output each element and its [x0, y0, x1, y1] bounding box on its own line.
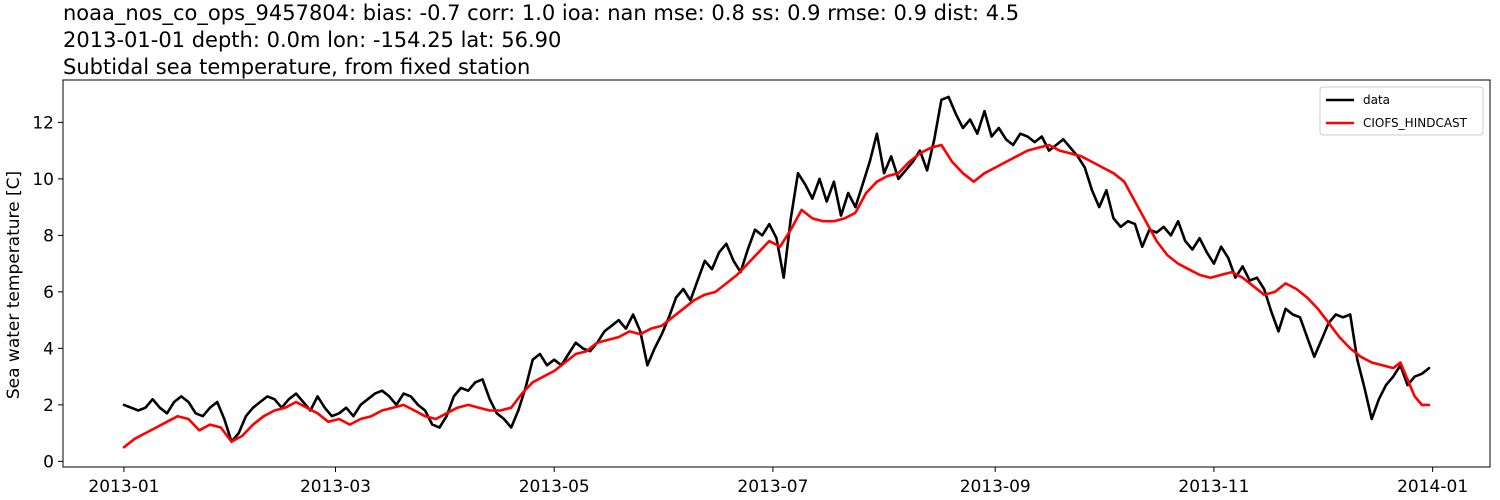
legend-label-data: data	[1363, 93, 1390, 107]
legend-label-CIOFS_HINDCAST: CIOFS_HINDCAST	[1363, 116, 1468, 130]
x-tick-label: 2013-05	[519, 477, 590, 497]
y-tick-label: 10	[32, 170, 54, 190]
x-tick-label: 2013-01	[88, 477, 159, 497]
x-tick-label: 2013-03	[300, 477, 371, 497]
x-tick-label: 2013-11	[1178, 477, 1249, 497]
y-axis-label: Sea water temperature [C]	[4, 171, 24, 399]
legend-box	[1319, 86, 1484, 136]
y-tick-label: 4	[43, 339, 54, 359]
series-line-CIOFS_HINDCAST	[122, 143, 1431, 449]
plot-area: 2013-01 2013-03 2013-05 2013-07 2013-09 2013-…	[32, 79, 1491, 497]
chart-title: noaa_nos_co_ops_9457804: bias: -0.7 corr…	[63, 1, 1020, 25]
x-tick-label: 2013-07	[737, 477, 808, 497]
axes-frame	[62, 79, 1491, 468]
x-tick-label: 2014-01	[1397, 477, 1468, 497]
y-tick-label: 2	[43, 396, 54, 416]
chart-subtitle-description: Subtidal sea temperature, from fixed sta…	[63, 55, 531, 79]
y-tick-label: 12	[32, 113, 54, 133]
series-line-data	[122, 95, 1431, 443]
chart-title-block: noaa_nos_co_ops_9457804: bias: -0.7 corr…	[63, 0, 1483, 81]
y-tick-label: 0	[43, 452, 54, 472]
legend: data CIOFS_HINDCAST	[1319, 86, 1484, 136]
chart-subtitle-location: 2013-01-01 depth: 0.0m lon: -154.25 lat:…	[63, 28, 562, 52]
y-tick-label: 8	[43, 226, 54, 246]
y-tick-label: 6	[43, 283, 54, 303]
x-tick-label: 2013-09	[960, 477, 1031, 497]
